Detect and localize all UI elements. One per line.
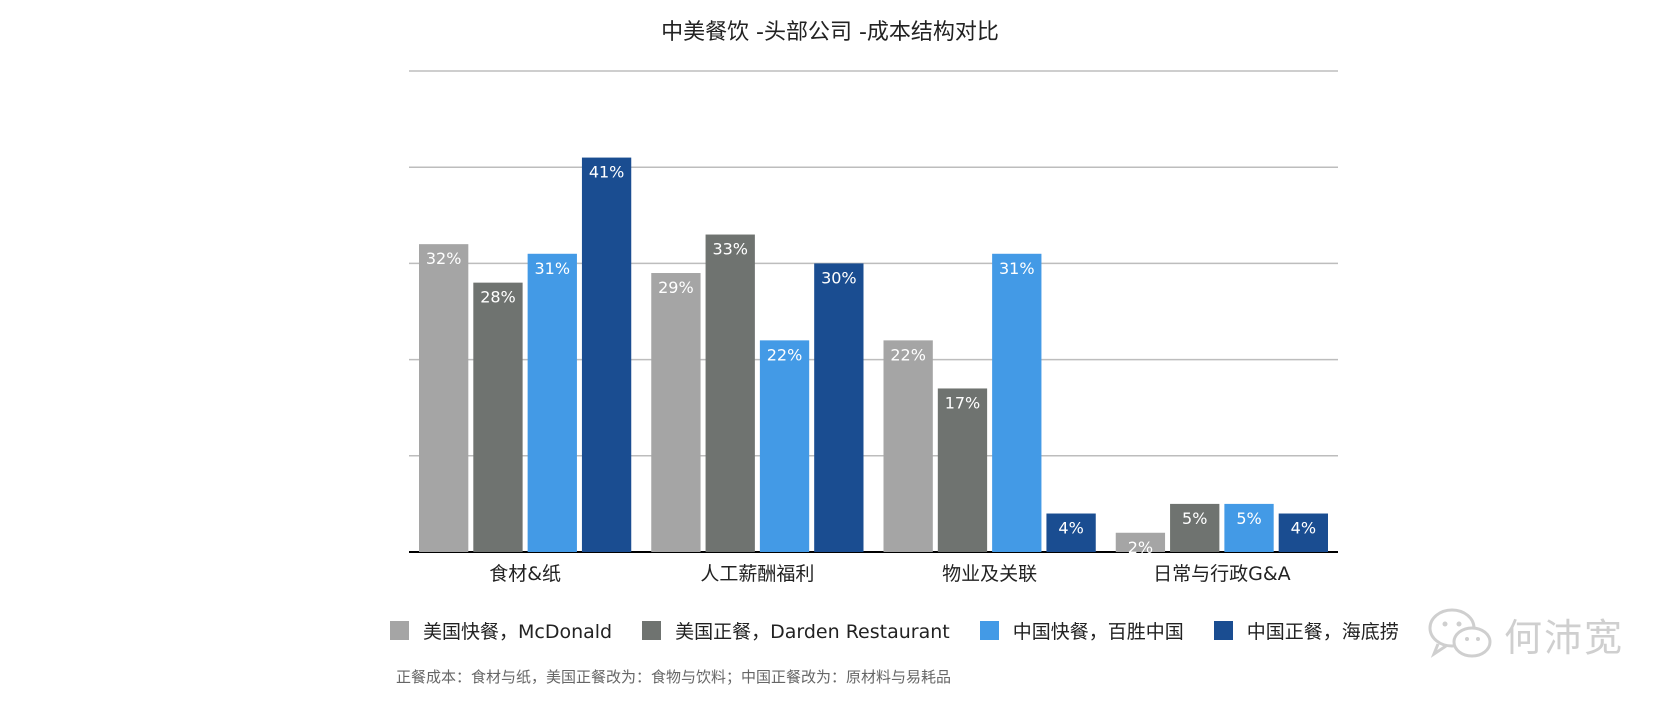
legend-label: 中国快餐，百胜中国 bbox=[1012, 620, 1184, 643]
data-label: 32% bbox=[426, 249, 462, 268]
bar bbox=[759, 340, 810, 552]
legend-swatch bbox=[642, 620, 662, 640]
bar bbox=[527, 253, 577, 552]
legend-label: 美国快餐，McDonald bbox=[423, 620, 613, 643]
footnote: 正餐成本：食材与纸，美国正餐改为：食物与饮料；中国正餐改为：原材料与易耗品 bbox=[396, 668, 952, 686]
bar bbox=[419, 244, 469, 552]
data-label: 5% bbox=[1236, 509, 1261, 528]
legend-label: 中国正餐，海底捞 bbox=[1246, 620, 1399, 643]
data-label: 22% bbox=[890, 345, 926, 364]
data-label: 31% bbox=[535, 259, 571, 278]
data-label: 31% bbox=[999, 259, 1035, 278]
data-label: 4% bbox=[1291, 519, 1316, 538]
bar bbox=[883, 340, 933, 552]
bar bbox=[581, 157, 632, 552]
data-label: 29% bbox=[658, 278, 694, 297]
wechat-icon bbox=[1428, 608, 1492, 658]
legend: 美国快餐，McDonald 美国正餐，Darden Restaurant 中国快餐，… bbox=[390, 615, 1429, 645]
category-label: 日常与行政G&A bbox=[1153, 563, 1291, 585]
data-label: 22% bbox=[767, 345, 803, 364]
chart-title: 中美餐饮 -头部公司 -成本结构对比 bbox=[661, 20, 999, 45]
data-labels: 32% 28% 31% 41% 29% 33% 22% 30% 22% 17% 31% 4% 2% 5% 5… bbox=[426, 163, 1316, 557]
bar bbox=[937, 388, 988, 552]
bar bbox=[705, 234, 755, 553]
watermark: 何沛宽 bbox=[1426, 606, 1624, 662]
bar bbox=[651, 273, 701, 552]
legend-swatch bbox=[979, 620, 999, 640]
data-label: 17% bbox=[945, 393, 981, 412]
legend-item: 美国正餐，Darden Restaurant bbox=[642, 617, 950, 644]
bar bbox=[1046, 513, 1096, 552]
data-label: 41% bbox=[589, 163, 625, 182]
legend-item: 中国正餐，海底捞 bbox=[1213, 617, 1399, 644]
bar bbox=[814, 263, 864, 552]
legend-label: 美国正餐，Darden Restaurant bbox=[675, 620, 950, 643]
data-label: 4% bbox=[1058, 519, 1083, 538]
data-label: 2% bbox=[1128, 538, 1153, 557]
data-label: 33% bbox=[712, 240, 748, 259]
legend-item: 美国快餐，McDonald bbox=[390, 617, 612, 644]
watermark-text: 何沛宽 bbox=[1504, 615, 1625, 660]
category-label: 物业及关联 bbox=[942, 563, 1037, 585]
legend-item: 中国快餐，百胜中国 bbox=[979, 617, 1184, 644]
bar bbox=[473, 282, 523, 552]
category-label: 人工薪酬福利 bbox=[700, 563, 814, 585]
data-label: 28% bbox=[480, 288, 516, 307]
bar bbox=[992, 253, 1042, 552]
bars bbox=[419, 157, 1328, 553]
bar bbox=[1170, 503, 1220, 552]
legend-swatch bbox=[1213, 620, 1233, 640]
bar bbox=[1115, 532, 1166, 552]
data-label: 5% bbox=[1182, 509, 1207, 528]
category-labels: 食材&纸 人工薪酬福利 物业及关联 日常与行政G&A bbox=[489, 563, 1290, 585]
category-label: 食材&纸 bbox=[489, 563, 561, 585]
bar bbox=[1278, 513, 1328, 552]
data-label: 30% bbox=[821, 268, 857, 287]
legend-swatch bbox=[390, 620, 409, 640]
bar bbox=[1224, 503, 1274, 552]
